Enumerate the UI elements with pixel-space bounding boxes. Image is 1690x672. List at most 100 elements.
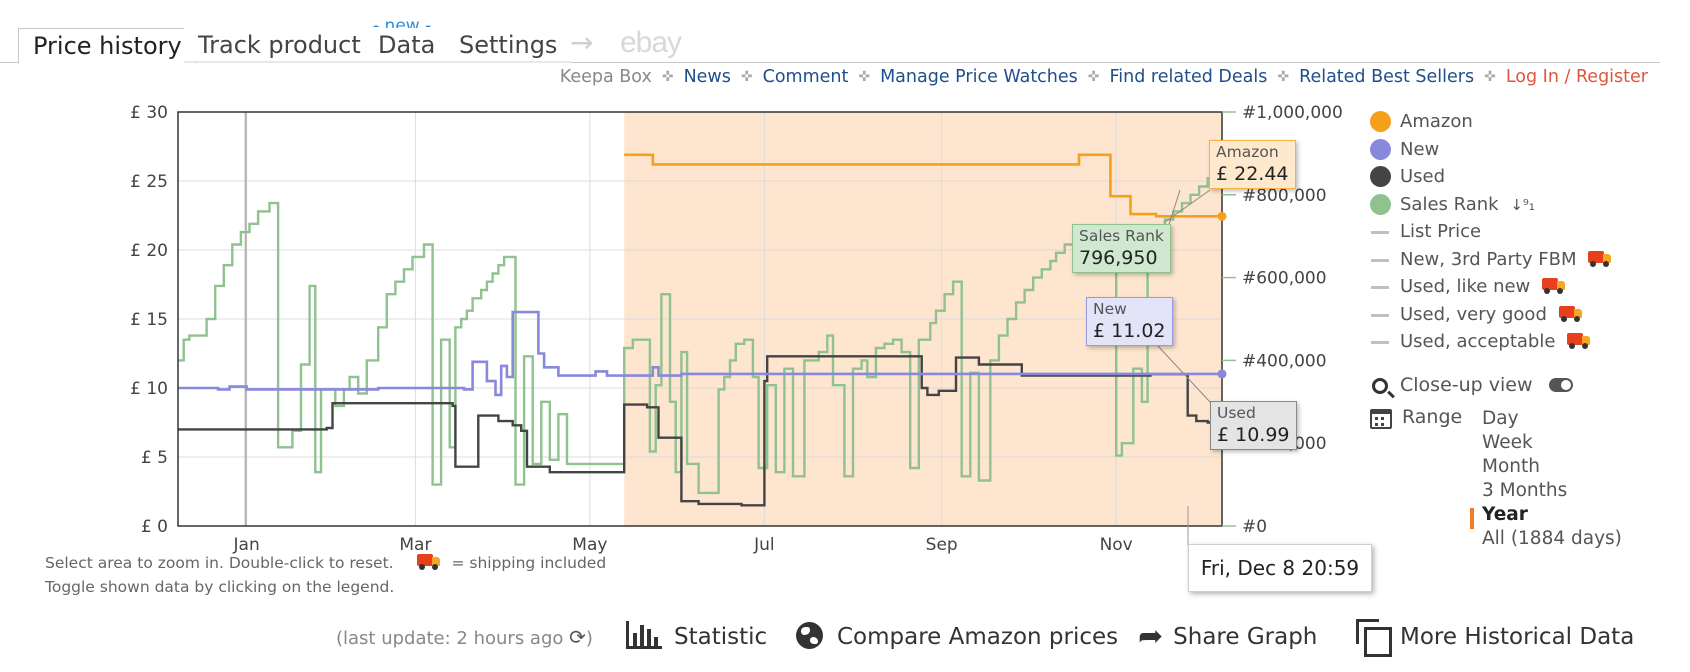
- chart-footer: (last update: 2 hours ago ⟳) Statistic C…: [0, 616, 1690, 660]
- new-tooltip: New £ 11.02: [1086, 297, 1173, 346]
- x-tick-label: May: [572, 535, 607, 555]
- comment-link[interactable]: Comment: [762, 67, 849, 87]
- range-option-year[interactable]: Year: [1482, 504, 1528, 525]
- x-tick-label: Nov: [1100, 535, 1133, 555]
- more-historical-data-button[interactable]: More Historical Data: [1356, 616, 1634, 658]
- statistic-label: Statistic: [674, 624, 768, 650]
- range-option-3-months[interactable]: 3 Months: [1482, 480, 1568, 501]
- legend-item-sales-rank[interactable]: Sales Rank ↓⁹₁: [1370, 191, 1670, 219]
- legend-item-used[interactable]: Used: [1370, 163, 1670, 191]
- legend-dot-icon: [1370, 138, 1391, 160]
- legend-item-new-3rd-party-fbm[interactable]: New, 3rd Party FBM: [1370, 246, 1670, 274]
- separator-icon: ✜: [661, 69, 674, 85]
- y-right-tick-label: #1,000,000: [1242, 103, 1343, 123]
- chart-legend: Amazon New Used Sales Rank ↓⁹₁ List Pric…: [1370, 108, 1670, 356]
- legend-dash-icon: [1371, 286, 1389, 289]
- sales-rank-tooltip-value: 796,950: [1079, 247, 1158, 269]
- last-update-close: ): [585, 628, 593, 649]
- compare-label: Compare Amazon prices: [837, 624, 1119, 650]
- range-option-week[interactable]: Week: [1482, 432, 1533, 453]
- refresh-icon[interactable]: ⟳: [569, 625, 586, 649]
- login-register-link[interactable]: Log In / Register: [1505, 67, 1648, 87]
- y-left-tick-label: £ 30: [130, 103, 168, 123]
- range-option-all[interactable]: All (1884 days): [1482, 528, 1622, 549]
- legend-hint: Toggle shown data by clicking on the leg…: [45, 578, 395, 596]
- x-tick-label: Sep: [926, 535, 958, 555]
- series-line-sales-rank: [178, 168, 1222, 495]
- legend-label: New: [1400, 138, 1440, 160]
- related-best-sellers-link[interactable]: Related Best Sellers: [1299, 67, 1475, 87]
- calendar-icon: [1370, 409, 1392, 429]
- last-update-text: (last update: 2 hours ago ⟳): [336, 616, 593, 660]
- search-icon: [1372, 378, 1388, 394]
- tab-settings[interactable]: Settings: [445, 28, 572, 63]
- legend-label: Used, acceptable: [1400, 331, 1556, 352]
- tab-price-history[interactable]: Price history: [18, 28, 197, 64]
- legend-item-used-like-new[interactable]: Used, like new: [1370, 273, 1670, 301]
- globe-icon: [796, 622, 823, 649]
- new-tooltip-name: New: [1093, 300, 1127, 318]
- y-right-tick-label: #400,000: [1242, 351, 1327, 371]
- y-left-tick-label: £ 0: [141, 517, 168, 537]
- legend-dot-icon: [1370, 166, 1391, 187]
- statistic-button[interactable]: Statistic: [626, 616, 767, 658]
- sales-rank-tooltip: Sales Rank 796,950: [1072, 224, 1171, 273]
- legend-item-used-very-good[interactable]: Used, very good: [1370, 301, 1670, 329]
- keepa-box-label: Keepa Box: [559, 67, 652, 87]
- legend-dash-icon: [1371, 231, 1389, 234]
- range-selected-marker: [1470, 508, 1474, 529]
- compare-amazon-prices-button[interactable]: Compare Amazon prices: [796, 616, 1118, 658]
- bar-chart-icon: [626, 621, 662, 649]
- used-tooltip-name: Used: [1217, 404, 1256, 422]
- amazon-tooltip-leader: [1164, 189, 1211, 223]
- legend-label: Used, like new: [1400, 276, 1531, 297]
- legend-item-list-price[interactable]: List Price: [1370, 218, 1670, 246]
- legend-item-new[interactable]: New: [1370, 136, 1670, 164]
- y-left-tick-label: £ 10: [130, 379, 168, 399]
- legend-label: Used: [1400, 166, 1446, 187]
- copy-icon: [1356, 619, 1392, 657]
- amazon-tooltip-value: £ 22.44: [1216, 163, 1289, 185]
- separator-icon: ✜: [1087, 69, 1100, 85]
- new-current-point: [1217, 369, 1227, 379]
- ebay-logo[interactable]: ebay: [620, 26, 682, 59]
- legend-dash-icon: [1371, 313, 1389, 317]
- find-related-deals-link[interactable]: Find related Deals: [1109, 67, 1268, 87]
- legend-dot-icon: [1370, 111, 1391, 132]
- legend-label: List Price: [1400, 221, 1482, 242]
- shipping-truck-icon: [1567, 333, 1591, 349]
- share-graph-button[interactable]: ➦ Share Graph: [1138, 616, 1317, 658]
- shipping-note: = shipping included: [451, 554, 607, 572]
- series-line-used: [178, 355, 1222, 507]
- share-icon: ➦: [1138, 619, 1164, 654]
- legend-item-amazon[interactable]: Amazon: [1370, 108, 1670, 136]
- legend-dash-icon: [1371, 341, 1389, 344]
- tab-data[interactable]: Data: [364, 28, 450, 63]
- x-tick-label: Jul: [753, 535, 775, 555]
- chart-axes: £ 0£ 5£ 10£ 15£ 20£ 25£ 30#0#200,000#400…: [130, 103, 1343, 555]
- tab-track-product[interactable]: Track product: [184, 28, 375, 63]
- sort-numeric-icon[interactable]: ↓⁹₁: [1510, 195, 1535, 214]
- y-left-tick-label: £ 5: [141, 448, 168, 468]
- x-tick-label: Jan: [233, 535, 260, 555]
- range-option-month[interactable]: Month: [1482, 456, 1540, 477]
- toggle-icon[interactable]: [1548, 378, 1573, 392]
- new-tooltip-leader: [1157, 345, 1211, 403]
- y-right-tick-label: #800,000: [1242, 186, 1327, 206]
- tab-bar: Price history Track product - new - Data…: [0, 0, 1660, 64]
- tab-bar-line: [0, 62, 1660, 63]
- separator-icon: ✜: [1277, 69, 1290, 85]
- manage-price-watches-link[interactable]: Manage Price Watches: [880, 67, 1078, 87]
- news-link[interactable]: News: [683, 67, 731, 87]
- zoom-hint-text: Select area to zoom in. Double-click to …: [45, 554, 394, 572]
- amazon-current-point: [1217, 211, 1227, 221]
- y-right-tick-label: #600,000: [1242, 269, 1327, 289]
- y-left-tick-label: £ 25: [130, 172, 168, 192]
- legend-label: Amazon: [1400, 111, 1473, 132]
- shipping-truck-icon: [1558, 305, 1583, 322]
- legend-item-used-acceptable[interactable]: Used, acceptable: [1370, 328, 1670, 356]
- shipping-truck-icon: [416, 554, 441, 570]
- range-option-day[interactable]: Day: [1482, 408, 1519, 429]
- closeup-view-control[interactable]: Close-up view: [1370, 374, 1573, 396]
- sales-rank-tooltip-name: Sales Rank: [1079, 227, 1164, 245]
